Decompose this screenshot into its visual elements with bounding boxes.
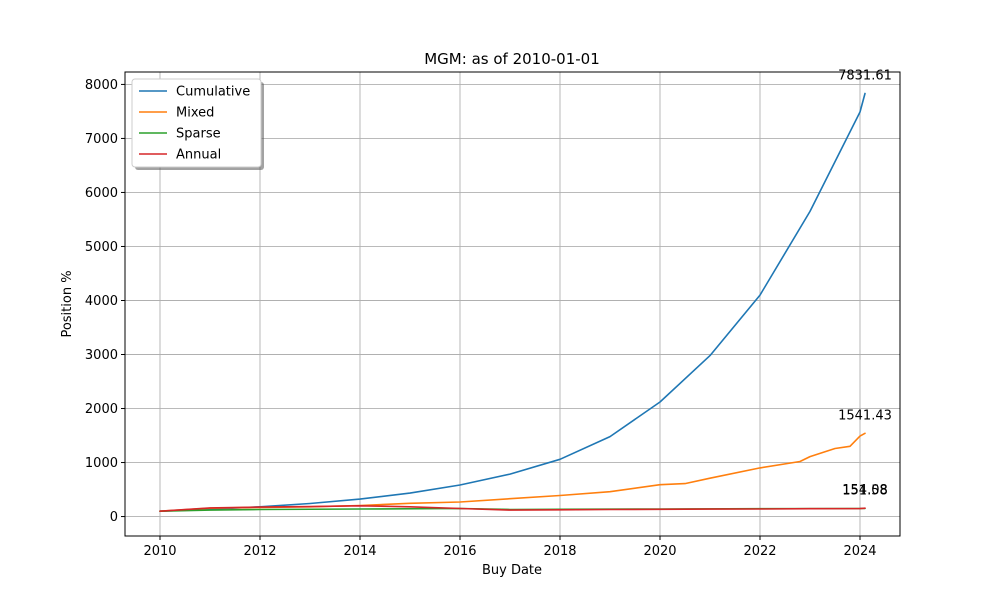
x-axis-ticks: 2010 2012 2014 2016 2018 2020 2022 2024	[143, 536, 877, 559]
y-axis-ticks: 0 1000 2000 3000 4000 5000 6000 7000 8000	[85, 78, 125, 525]
x-tick-label: 2012	[243, 544, 276, 559]
series-line-cumulative	[159, 92, 866, 513]
y-tick-label: 1000	[85, 456, 118, 471]
grid	[125, 72, 900, 536]
x-tick-label: 2014	[343, 544, 376, 559]
x-axis-label: Buy Date	[482, 563, 542, 578]
legend-label-mixed: Mixed	[176, 106, 214, 121]
x-tick-label: 2018	[543, 544, 576, 559]
end-label-cumulative: 7831.61	[838, 69, 892, 84]
legend-items: Cumulative Mixed Sparse Annual	[139, 85, 250, 163]
series-lines	[159, 92, 866, 513]
legend-label-annual: Annual	[176, 148, 221, 163]
x-tick-label: 2020	[643, 544, 676, 559]
y-tick-label: 8000	[85, 78, 118, 93]
y-tick-label: 0	[110, 510, 118, 525]
chart-title: MGM: as of 2010-01-01	[424, 50, 600, 68]
y-tick-label: 5000	[85, 240, 118, 255]
end-label-annual: 154.08	[842, 483, 888, 498]
x-tick-label: 2024	[843, 544, 876, 559]
y-tick-label: 2000	[85, 402, 118, 417]
y-tick-label: 7000	[85, 132, 118, 147]
y-axis-label: Position %	[60, 270, 75, 337]
legend-label-cumulative: Cumulative	[176, 85, 250, 100]
legend-box	[131, 78, 262, 168]
x-tick-label: 2022	[743, 544, 776, 559]
x-tick-label: 2010	[143, 544, 176, 559]
end-label-mixed: 1541.43	[838, 408, 892, 423]
x-tick-label: 2016	[443, 544, 476, 559]
legend-label-sparse: Sparse	[176, 127, 221, 142]
series-line-annual	[159, 504, 866, 513]
plot-frame	[124, 71, 901, 537]
series-line-mixed	[159, 432, 866, 513]
legend: Cumulative Mixed Sparse Annual	[131, 78, 264, 170]
y-tick-label: 6000	[85, 186, 118, 201]
end-label-sparse: 151.58	[842, 483, 888, 498]
y-tick-label: 4000	[85, 294, 118, 309]
y-tick-label: 3000	[85, 348, 118, 363]
